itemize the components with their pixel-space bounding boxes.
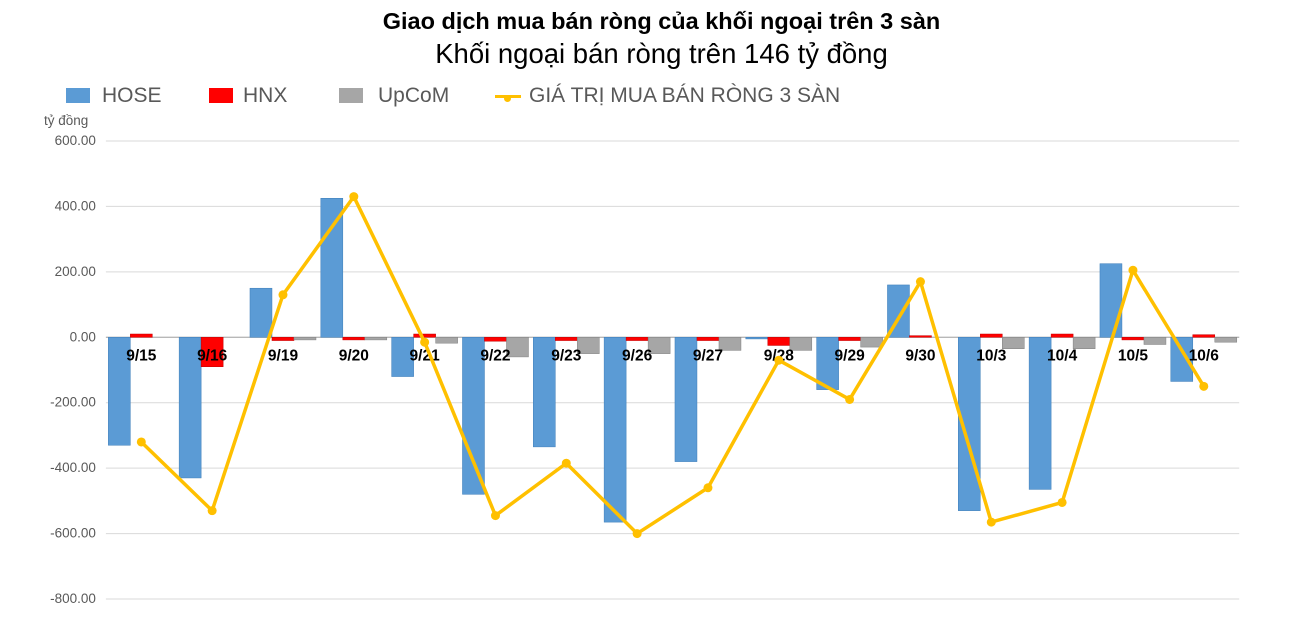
- svg-text:9/20: 9/20: [339, 347, 369, 364]
- svg-text:400.00: 400.00: [55, 198, 96, 213]
- svg-text:9/16: 9/16: [197, 347, 228, 364]
- svg-text:9/15: 9/15: [126, 347, 157, 364]
- svg-text:10/4: 10/4: [1047, 347, 1078, 364]
- svg-text:9/21: 9/21: [410, 347, 441, 364]
- svg-text:9/22: 9/22: [480, 347, 510, 364]
- svg-text:-400.00: -400.00: [50, 460, 96, 475]
- svg-text:9/19: 9/19: [268, 347, 299, 364]
- svg-text:9/26: 9/26: [622, 347, 653, 364]
- svg-text:-200.00: -200.00: [50, 395, 96, 410]
- svg-text:9/30: 9/30: [905, 347, 935, 364]
- svg-text:9/29: 9/29: [835, 347, 866, 364]
- svg-text:10/6: 10/6: [1189, 347, 1220, 364]
- svg-text:-600.00: -600.00: [50, 526, 96, 541]
- svg-text:200.00: 200.00: [55, 264, 96, 279]
- svg-text:10/5: 10/5: [1118, 347, 1149, 364]
- svg-text:600.00: 600.00: [55, 133, 96, 148]
- svg-text:10/3: 10/3: [976, 347, 1007, 364]
- svg-text:9/27: 9/27: [693, 347, 723, 364]
- svg-text:-800.00: -800.00: [50, 591, 96, 606]
- svg-text:9/23: 9/23: [551, 347, 582, 364]
- svg-text:0.00: 0.00: [70, 329, 96, 344]
